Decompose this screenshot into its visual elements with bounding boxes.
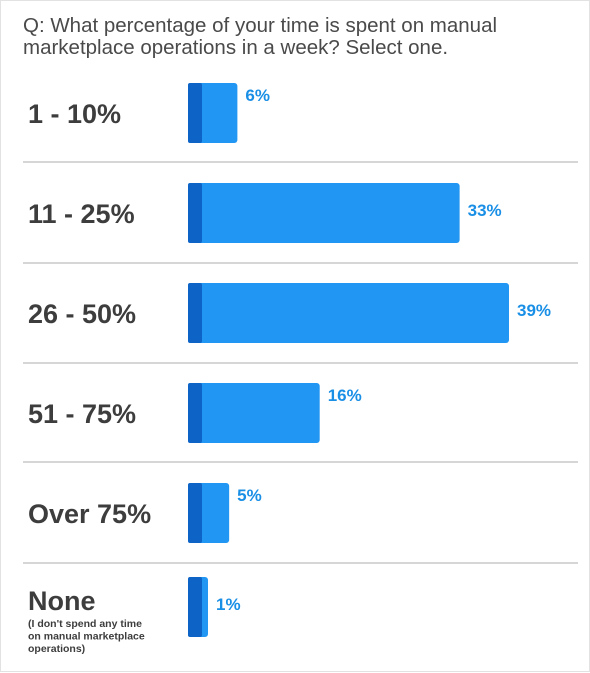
bar-edge (188, 383, 202, 443)
value-label: 6% (245, 86, 270, 105)
bar (188, 283, 509, 343)
category-note-line: (I don't spend any time (28, 618, 142, 630)
question-text: Q: What percentage of your time is spent… (23, 14, 498, 59)
category-label: 51 - 75% (28, 399, 136, 429)
category-note-line: operations) (28, 643, 85, 655)
category-note-line: on manual marketplace (28, 631, 145, 643)
category-label: None (28, 586, 96, 616)
value-label: 5% (237, 486, 262, 505)
category-label: Over 75% (28, 499, 151, 529)
bar-edge (188, 83, 202, 143)
category-note: (I don't spend any time on manual marketp… (28, 618, 145, 655)
bar-edge (188, 577, 202, 637)
category-label: 26 - 50% (28, 299, 136, 329)
bar-edge (188, 483, 202, 543)
category-label: 11 - 25% (28, 199, 135, 229)
value-label: 39% (517, 301, 551, 320)
bar (188, 183, 460, 243)
bar-edge (188, 183, 202, 243)
bar-edge (188, 283, 202, 343)
category-label: 1 - 10% (28, 99, 121, 129)
value-label: 16% (328, 386, 362, 405)
value-label: 1% (216, 595, 241, 614)
value-label: 33% (468, 201, 502, 220)
bar (188, 383, 320, 443)
